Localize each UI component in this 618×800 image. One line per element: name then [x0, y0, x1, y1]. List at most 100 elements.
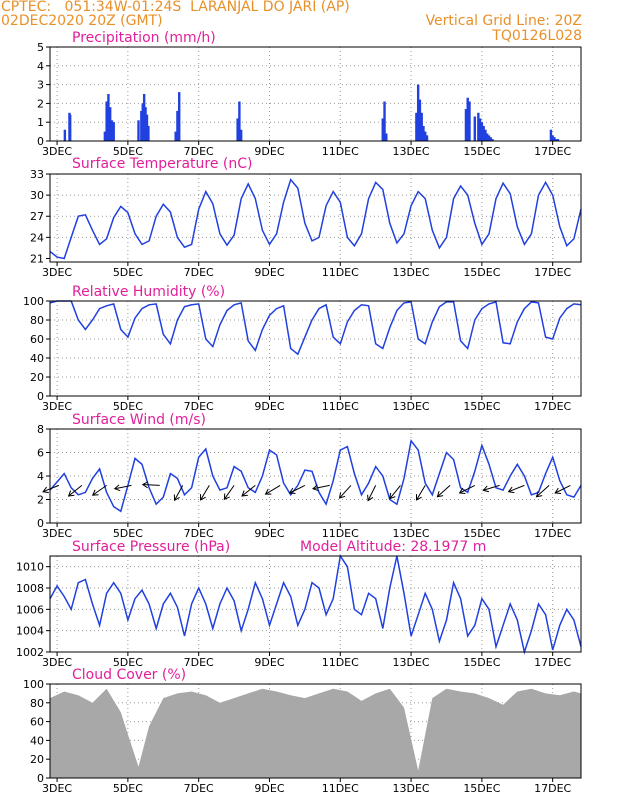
x-tick-label: 17DEC	[534, 782, 571, 795]
y-tick-label: 1008	[16, 582, 44, 595]
run-datetime: 02DEC2020 20Z (GMT)	[1, 13, 163, 29]
x-tick-label: 5DEC	[113, 266, 143, 279]
x-tick-label: 11DEC	[322, 400, 359, 413]
y-tick-label: 1006	[16, 603, 44, 616]
x-tick-label: 15DEC	[463, 145, 500, 158]
y-tick-label: 21	[30, 252, 44, 265]
y-tick-label: 60	[30, 333, 44, 346]
y-tick-label: 40	[30, 734, 44, 747]
precip-bar	[466, 97, 469, 141]
x-tick-label: 11DEC	[322, 782, 359, 795]
wind-arrow	[312, 484, 330, 492]
x-tick-label: 13DEC	[393, 782, 430, 795]
panel-frame	[49, 173, 582, 263]
y-tick-label: 100	[23, 678, 44, 691]
precip-bar	[478, 118, 482, 141]
x-tick-label: 11DEC	[322, 266, 359, 279]
precip-bar	[556, 139, 560, 141]
y-tick-label: 0	[37, 772, 44, 785]
x-tick-label: 3DEC	[42, 656, 72, 669]
wind-arrow	[535, 485, 550, 498]
x-tick-label: 9DEC	[254, 145, 284, 158]
panel-0: 0 1 2 3 4 5 3DEC 5DEC 7DEC 9DEC 11DEC 13DEC 15DEC 17D…	[37, 30, 582, 158]
wind-arrow	[241, 485, 256, 497]
panel-4: 1002 1004 1006 1008 1010 3DEC 5DEC 7DEC 9DEC 11DE…	[16, 539, 582, 669]
y-tick-label: 3	[37, 79, 44, 92]
precip-bar	[176, 110, 179, 141]
y-tick-label: 40	[30, 352, 44, 365]
precip-bar	[108, 107, 112, 141]
precip-bar	[416, 84, 420, 141]
x-tick-label: 11DEC	[322, 656, 359, 669]
precip-bar	[553, 137, 556, 141]
y-tick-label: 30	[30, 189, 44, 202]
panel-frame	[49, 555, 582, 653]
x-tick-label: 3DEC	[42, 266, 72, 279]
x-tick-label: 17DEC	[534, 400, 571, 413]
y-tick-label: 0	[37, 135, 44, 148]
y-tick-label: 80	[30, 697, 44, 710]
series-line	[49, 300, 582, 356]
x-tick-label: 13DEC	[393, 400, 430, 413]
x-tick-label: 3DEC	[42, 145, 72, 158]
precip-bar	[424, 131, 427, 141]
panel-1: 21 24 27 30 33 3DEC 5DEC 7DEC 9DEC 11DEC 13DEC 15DE…	[30, 156, 582, 279]
vertical-grid-note: Vertical Grid Line: 20Z	[425, 13, 582, 29]
precip-bar	[140, 110, 143, 141]
x-tick-label: 17DEC	[534, 527, 571, 540]
precip-bar	[491, 139, 494, 141]
wind-arrow	[415, 485, 426, 501]
x-tick-label: 15DEC	[463, 656, 500, 669]
y-tick-label: 5	[37, 41, 44, 54]
precip-bar	[137, 120, 140, 141]
precip-bar	[555, 139, 558, 141]
x-tick-label: 5DEC	[113, 656, 143, 669]
x-tick-label: 9DEC	[254, 782, 284, 795]
precip-bar	[68, 114, 72, 141]
x-tick-label: 3DEC	[42, 527, 72, 540]
panel-title: Cloud Cover (%)	[72, 667, 186, 683]
y-tick-label: 27	[30, 210, 44, 223]
series-line	[49, 178, 582, 260]
x-tick-label: 9DEC	[254, 400, 284, 413]
x-tick-label: 7DEC	[184, 782, 214, 795]
y-tick-label: 20	[30, 753, 44, 766]
wind-arrow	[264, 484, 281, 495]
panel-title: Surface Pressure (hPa)	[72, 539, 230, 555]
precip-bar	[144, 107, 147, 141]
panel-frame	[49, 300, 582, 397]
precip-bar	[112, 122, 115, 141]
x-tick-label: 5DEC	[113, 527, 143, 540]
y-tick-label: 1004	[16, 625, 44, 638]
y-tick-label: 1010	[16, 561, 44, 574]
precip-bar	[110, 120, 114, 141]
precip-bar	[239, 129, 243, 141]
x-tick-label: 9DEC	[254, 266, 284, 279]
precip-bar	[482, 125, 485, 141]
y-tick-label: 33	[30, 168, 44, 181]
y-tick-label: 80	[30, 314, 44, 327]
x-tick-label: 5DEC	[113, 400, 143, 413]
x-tick-label: 5DEC	[113, 782, 143, 795]
precip-bar	[468, 101, 471, 141]
y-tick-label: 60	[30, 716, 44, 729]
y-tick-label: 2	[37, 494, 44, 507]
precip-bar	[418, 99, 422, 141]
wind-arrow	[338, 485, 352, 499]
precip-bar	[489, 137, 492, 141]
precip-bar	[63, 129, 67, 141]
x-tick-label: 17DEC	[534, 266, 571, 279]
y-tick-label: 6	[37, 447, 44, 460]
wind-arrow	[389, 485, 401, 500]
x-tick-label: 7DEC	[184, 527, 214, 540]
precip-bar	[551, 135, 554, 141]
wind-arrow	[507, 484, 525, 494]
x-tick-label: 3DEC	[42, 400, 72, 413]
precip-bar	[415, 112, 418, 141]
x-tick-label: 9DEC	[254, 656, 284, 669]
series-line	[49, 553, 582, 655]
precip-bar	[425, 135, 429, 141]
series-line	[49, 439, 582, 513]
wind-arrow	[367, 485, 377, 502]
